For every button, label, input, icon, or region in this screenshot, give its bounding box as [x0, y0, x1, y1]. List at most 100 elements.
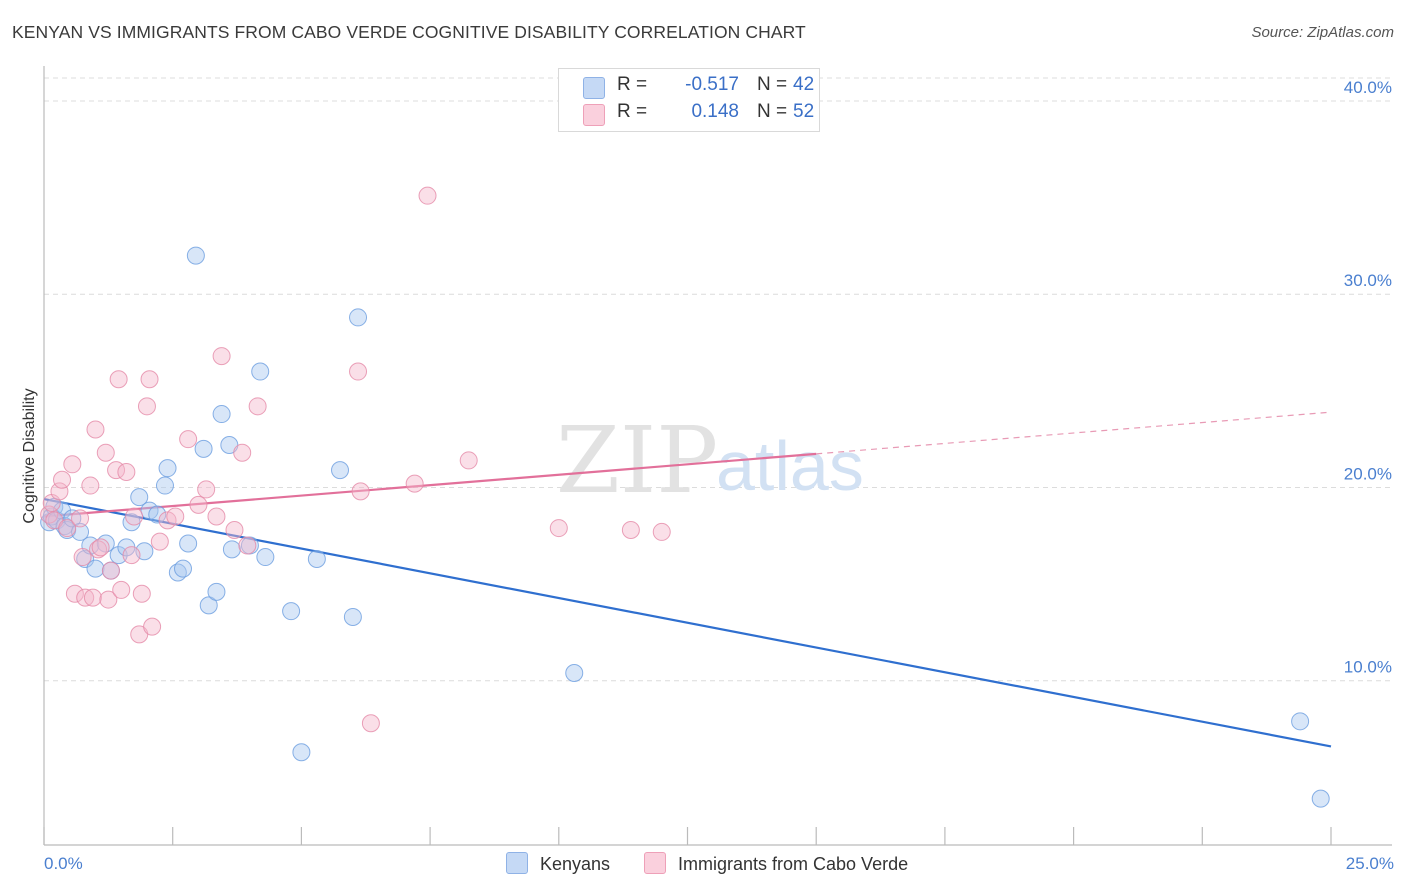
data-point-kenyans: [158, 459, 177, 478]
data-point-immigrants-from-cabo-verde: [166, 507, 185, 526]
data-point-immigrants-from-cabo-verde: [652, 522, 671, 541]
data-point-immigrants-from-cabo-verde: [361, 714, 380, 733]
data-point-immigrants-from-cabo-verde: [99, 590, 118, 609]
legend-r-label: R =: [617, 101, 648, 122]
legend-n-value: 42: [793, 74, 815, 95]
data-point-immigrants-from-cabo-verde: [91, 538, 110, 557]
data-point-kenyans: [148, 505, 167, 524]
data-point-kenyans: [343, 607, 362, 626]
data-point-immigrants-from-cabo-verde: [197, 480, 216, 499]
y-tick-label: 10.0%: [1344, 658, 1392, 677]
legend-n-label: N =: [757, 101, 788, 122]
y-tick-labels: 10.0% 20.0% 30.0% 40.0%: [1344, 78, 1392, 677]
bottom-legend-swatch-cabo-verde: [644, 852, 666, 874]
data-point-immigrants-from-cabo-verde: [65, 584, 84, 603]
data-point-kenyans: [251, 362, 270, 381]
data-point-kenyans: [207, 582, 226, 601]
bottom-legend-cabo-verde: Immigrants from Cabo Verde: [644, 852, 908, 875]
chart-source: Source: ZipAtlas.com: [1251, 24, 1394, 41]
data-point-kenyans: [307, 549, 326, 568]
data-point-immigrants-from-cabo-verde: [349, 362, 368, 381]
data-point-immigrants-from-cabo-verde: [238, 536, 257, 555]
axes: [43, 66, 1392, 846]
data-point-kenyans: [86, 559, 105, 578]
data-point-immigrants-from-cabo-verde: [96, 443, 115, 462]
data-point-immigrants-from-cabo-verde: [621, 521, 640, 540]
data-point-immigrants-from-cabo-verde: [212, 347, 231, 366]
grid-lines: [44, 77, 1392, 682]
data-point-kenyans: [130, 488, 149, 507]
data-point-immigrants-from-cabo-verde: [132, 584, 151, 603]
data-point-kenyans: [1291, 712, 1310, 731]
y-tick-label: 30.0%: [1344, 271, 1392, 290]
legend-n-label: N =: [757, 74, 788, 95]
data-point-immigrants-from-cabo-verde: [143, 617, 162, 636]
legend-n-value: 52: [793, 101, 815, 122]
data-point-immigrants-from-cabo-verde: [179, 430, 198, 449]
y-axis-label: Cognitive Disability: [21, 388, 38, 523]
data-point-immigrants-from-cabo-verde: [459, 451, 478, 470]
data-point-immigrants-from-cabo-verde: [125, 507, 144, 526]
data-point-immigrants-from-cabo-verde: [122, 546, 141, 565]
data-point-immigrants-from-cabo-verde: [81, 476, 100, 495]
data-point-immigrants-from-cabo-verde: [71, 509, 90, 528]
data-point-kenyans: [173, 559, 192, 578]
data-point-immigrants-from-cabo-verde: [101, 561, 120, 580]
data-point-immigrants-from-cabo-verde: [40, 505, 59, 524]
data-point-kenyans: [282, 602, 301, 621]
data-point-immigrants-from-cabo-verde: [189, 495, 208, 514]
trend-line-immigrants-from-cabo-verde-extension: [816, 411, 1332, 455]
data-point-immigrants-from-cabo-verde: [405, 474, 424, 493]
data-point-kenyans: [256, 548, 275, 567]
data-point-immigrants-from-cabo-verde: [549, 519, 568, 538]
data-point-kenyans: [109, 546, 128, 565]
legend-r-label: R =: [617, 74, 648, 95]
data-point-immigrants-from-cabo-verde: [58, 519, 77, 538]
data-point-immigrants-from-cabo-verde: [225, 521, 244, 540]
x-tick-label: 25.0%: [1346, 854, 1394, 873]
chart-title: KENYAN VS IMMIGRANTS FROM CABO VERDE COG…: [12, 22, 806, 42]
data-point-kenyans: [194, 439, 213, 458]
bottom-legend-kenyans: Kenyans: [506, 852, 610, 875]
data-point-immigrants-from-cabo-verde: [76, 588, 95, 607]
legend-swatch-kenyans: [583, 77, 605, 99]
trend-lines: [43, 411, 1332, 748]
data-point-immigrants-from-cabo-verde: [137, 397, 156, 416]
data-point-kenyans: [331, 461, 350, 480]
data-point-immigrants-from-cabo-verde: [83, 588, 102, 607]
data-point-immigrants-from-cabo-verde: [351, 482, 370, 501]
watermark-atlas: atlas: [716, 427, 864, 505]
data-point-kenyans: [155, 476, 174, 495]
data-point-kenyans: [292, 743, 311, 762]
data-point-immigrants-from-cabo-verde: [233, 443, 252, 462]
data-point-kenyans: [63, 509, 82, 528]
watermark-zip: ZIP: [556, 407, 718, 514]
bottom-legend-label-kenyans: Kenyans: [540, 854, 611, 874]
data-point-immigrants-from-cabo-verde: [207, 507, 226, 526]
data-point-kenyans: [212, 405, 231, 424]
data-point-immigrants-from-cabo-verde: [418, 186, 437, 205]
data-point-kenyans: [1311, 789, 1330, 808]
data-point-immigrants-from-cabo-verde: [117, 463, 136, 482]
data-point-kenyans: [199, 596, 218, 615]
data-point-immigrants-from-cabo-verde: [89, 540, 108, 559]
data-point-immigrants-from-cabo-verde: [248, 397, 267, 416]
data-point-immigrants-from-cabo-verde: [109, 370, 128, 389]
data-points: [40, 186, 1330, 808]
y-tick-label: 40.0%: [1344, 78, 1392, 97]
trend-line-immigrants-from-cabo-verde: [43, 452, 817, 518]
bottom-legend-label-cabo-verde: Immigrants from Cabo Verde: [678, 854, 909, 874]
data-point-immigrants-from-cabo-verde: [63, 455, 82, 474]
data-point-kenyans: [565, 664, 584, 683]
data-point-kenyans: [222, 540, 241, 559]
data-point-immigrants-from-cabo-verde: [140, 370, 159, 389]
correlation-legend: R = -0.517 N = 42 R = 0.148 N = 52: [558, 68, 820, 132]
data-point-kenyans: [186, 246, 205, 265]
data-point-immigrants-from-cabo-verde: [112, 580, 131, 599]
x-tick-labels: 0.0% 25.0%: [44, 854, 1394, 873]
data-point-kenyans: [349, 308, 368, 327]
legend-r-value: -0.517: [685, 74, 739, 95]
legend-r-value: 0.148: [691, 101, 739, 122]
data-point-immigrants-from-cabo-verde: [53, 470, 72, 489]
